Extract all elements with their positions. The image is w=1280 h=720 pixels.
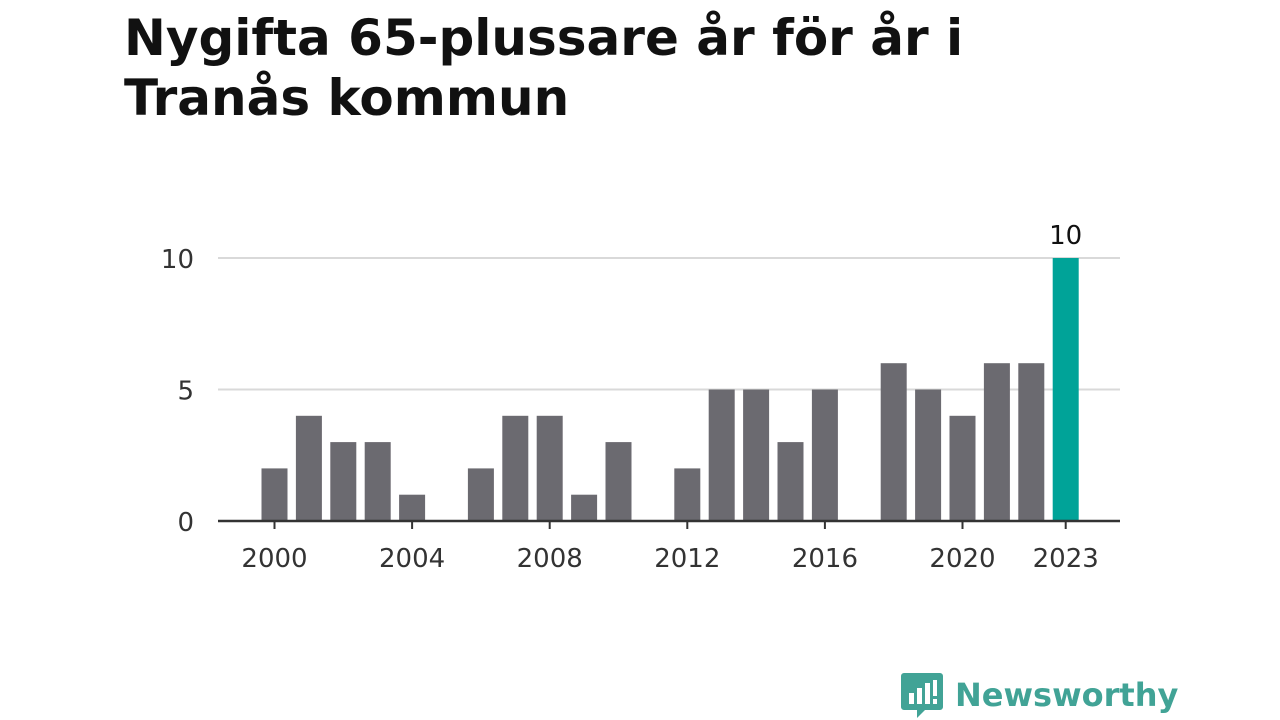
bar-2000 [261,468,288,521]
bar-2012 [674,468,701,521]
x-tick-label: 2004 [379,544,445,574]
data-labels: 10 [1049,221,1082,251]
y-tick-label: 0 [177,508,194,538]
brand-name: Newsworthy [955,676,1179,714]
bar-2021 [983,363,1010,521]
bar-2020 [949,415,976,521]
bars [261,258,1079,521]
gridlines [218,257,1120,391]
bar-2016 [811,389,838,521]
y-tick-labels: 0 5 10 [161,245,194,538]
x-tick-label: 2012 [654,544,720,574]
bar-2014 [743,389,770,521]
bar-2002 [330,442,357,521]
bar-2019 [915,389,942,521]
x-tick-label: 2023 [1033,544,1099,574]
bar-2008 [536,415,563,521]
bar-2023 [1052,258,1079,521]
x-tick-label: 2000 [241,544,307,574]
x-tick-label: 2008 [517,544,583,574]
bar-2009 [571,494,598,521]
x-axis [218,519,1120,529]
bar-2003 [364,442,391,521]
bar-2015 [777,442,804,521]
newsworthy-brand: Newsworthy [901,670,1178,720]
x-tick-label: 2016 [792,544,858,574]
y-tick-label: 10 [161,245,194,275]
y-tick-label: 5 [177,377,194,407]
bar-2001 [295,415,322,521]
bar-2004 [399,494,426,521]
newsworthy-logo-icon [901,673,943,718]
bar-2013 [708,389,735,521]
x-tick-labels: 2000 2004 2008 2012 2016 2020 2023 [241,544,1098,574]
bar-2022 [1018,363,1045,521]
data-label-2023: 10 [1049,221,1082,251]
bar-2010 [605,442,632,521]
chart-title: Nygifta 65-plussare år för år i Tranås k… [124,9,964,127]
bar-2006 [467,468,494,521]
bar-2007 [502,415,529,521]
bar-2018 [880,363,907,521]
x-tick-label: 2020 [929,544,995,574]
